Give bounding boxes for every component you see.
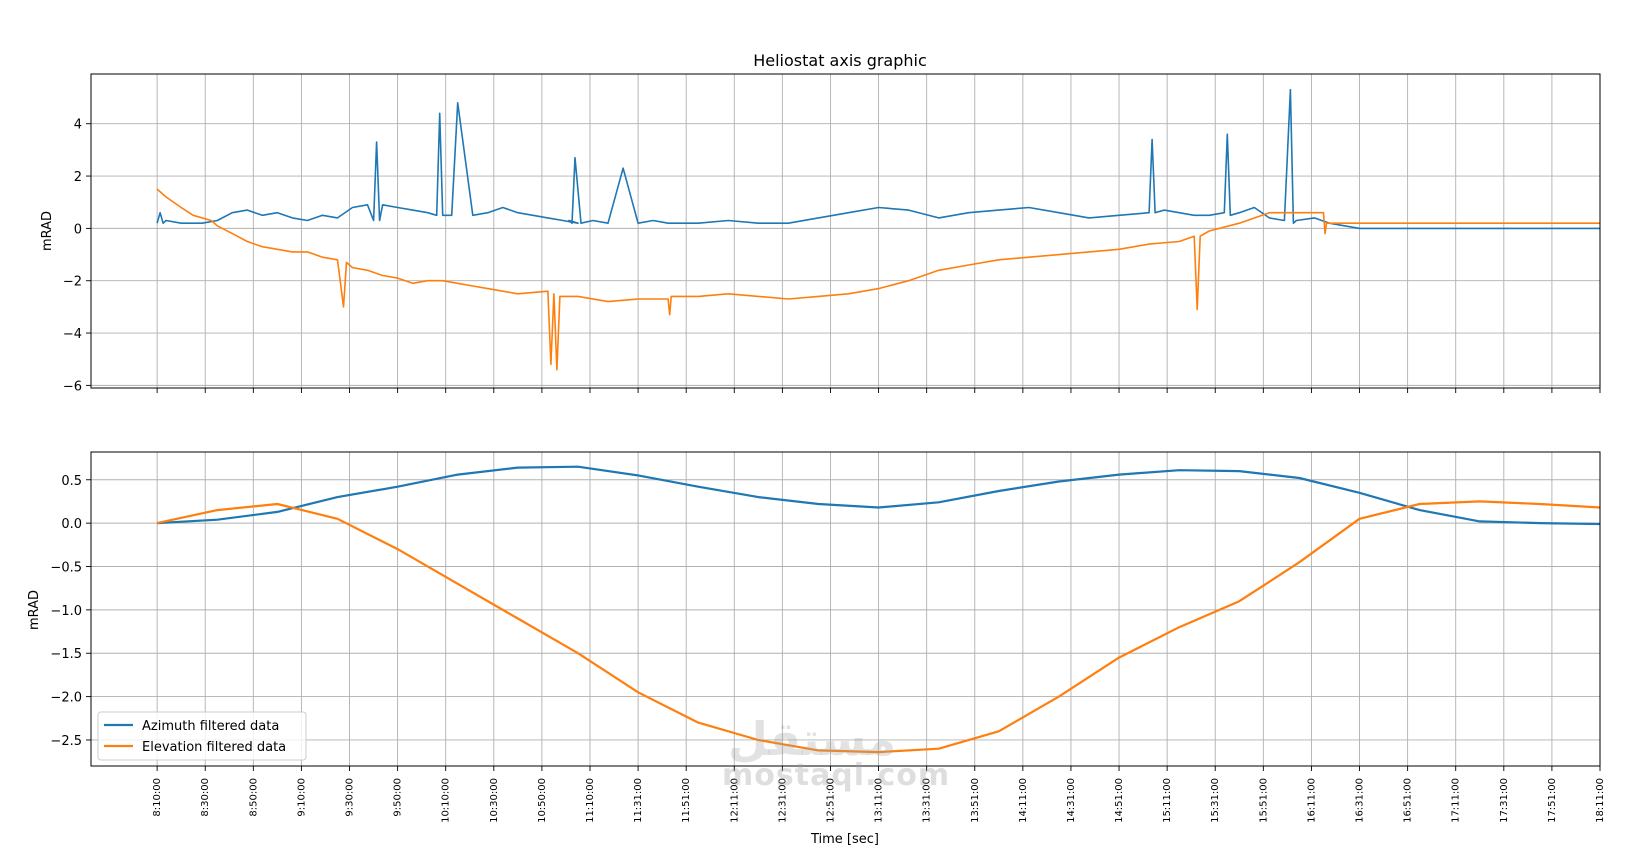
x-tick-label: 12:31:00 <box>777 778 788 823</box>
y-tick-label: −1.0 <box>50 604 82 619</box>
x-tick-label: 12:51:00 <box>825 778 836 823</box>
y-tick-label: −4 <box>63 327 82 342</box>
legend-box <box>97 711 307 761</box>
y-tick-label: 4 <box>74 118 82 133</box>
x-tick-label: 17:11:00 <box>1451 778 1462 823</box>
x-tick-label: 11:51:00 <box>681 778 692 823</box>
x-tick-label: 11:31:00 <box>633 778 644 823</box>
bottom-ticks: 8:10:00 8:30:00 8:50:00 9:10:00 9:30:00 9:50:… <box>50 474 1606 823</box>
bottom-axes-frame <box>90 451 1601 767</box>
x-tick-label: 17:31:00 <box>1499 778 1510 823</box>
y-tick-label: −0.5 <box>50 560 82 575</box>
x-tick-label: 13:51:00 <box>970 778 981 823</box>
x-tick-label: 9:10:00 <box>296 778 307 817</box>
x-tick-label: 8:50:00 <box>248 778 259 817</box>
top-ticks: 4 2 0 −2 −4 −6 <box>63 118 1601 394</box>
x-tick-label: 17:51:00 <box>1547 778 1558 823</box>
top-axes-frame <box>90 73 1601 389</box>
legend: Azimuth filtered data Elevation filtered… <box>97 711 307 761</box>
x-tick-label: 10:10:00 <box>441 778 452 823</box>
azimuth-series-line <box>156 88 1600 230</box>
x-tick-label: 8:10:00 <box>152 778 163 817</box>
y-tick-label: 0.0 <box>61 517 82 532</box>
x-tick-label: 10:30:00 <box>489 778 500 823</box>
chart-title: Heliostat axis graphic <box>753 51 927 70</box>
watermark-arabic: مستقل <box>728 712 897 766</box>
x-tick-label: 18:11:00 <box>1595 778 1606 823</box>
y-tick-label: 2 <box>74 170 82 185</box>
x-tick-label: 16:31:00 <box>1355 778 1366 823</box>
y-tick-label: −6 <box>63 379 82 394</box>
x-tick-label: 15:31:00 <box>1210 778 1221 823</box>
azimuth-series-line <box>157 465 1601 526</box>
bottom-ylabel: mRAD <box>27 590 42 630</box>
y-tick-label: −2 <box>63 275 82 290</box>
legend-azimuth-label: Azimuth filtered data <box>142 719 279 734</box>
x-tick-label: 12:11:00 <box>729 778 740 823</box>
y-tick-label: −2.5 <box>50 734 82 749</box>
x-tick-label: 14:31:00 <box>1066 778 1077 823</box>
legend-elevation-label: Elevation filtered data <box>142 740 286 755</box>
bottom-series <box>156 465 1601 754</box>
y-tick-label: −2.0 <box>50 691 82 706</box>
x-tick-label: 14:11:00 <box>1018 778 1029 823</box>
x-tick-label: 14:51:00 <box>1114 778 1125 823</box>
top-grid <box>91 74 1601 388</box>
bottom-xlabel: Time [sec] <box>810 832 879 847</box>
x-tick-label: 13:31:00 <box>922 778 933 823</box>
y-tick-label: 0 <box>74 222 82 237</box>
x-tick-label: 9:50:00 <box>393 778 404 817</box>
x-tick-label: 8:30:00 <box>200 778 211 817</box>
y-tick-label: −1.5 <box>50 647 82 662</box>
watermark: mostaql.com <box>722 758 951 793</box>
x-tick-label: 11:10:00 <box>585 778 596 823</box>
top-series <box>156 88 1600 371</box>
elevation-series-line <box>156 500 1601 754</box>
x-tick-label: 10:50:00 <box>537 778 548 823</box>
top-ylabel: mRAD <box>40 211 55 251</box>
x-tick-label: 9:30:00 <box>345 778 356 817</box>
elevation-series-line <box>156 188 1600 371</box>
bottom-axes: 8:10:00 8:30:00 8:50:00 9:10:00 9:30:00 9:50:… <box>50 451 1606 823</box>
x-tick-label: 15:51:00 <box>1258 778 1269 823</box>
x-tick-label: 13:11:00 <box>874 778 885 823</box>
x-tick-label: 16:11:00 <box>1306 778 1317 823</box>
y-tick-label: 0.5 <box>61 474 82 489</box>
top-axes: 4 2 0 −2 −4 −6 <box>63 73 1601 394</box>
x-tick-label: 15:11:00 <box>1162 778 1173 823</box>
x-tick-label: 16:51:00 <box>1403 778 1414 823</box>
